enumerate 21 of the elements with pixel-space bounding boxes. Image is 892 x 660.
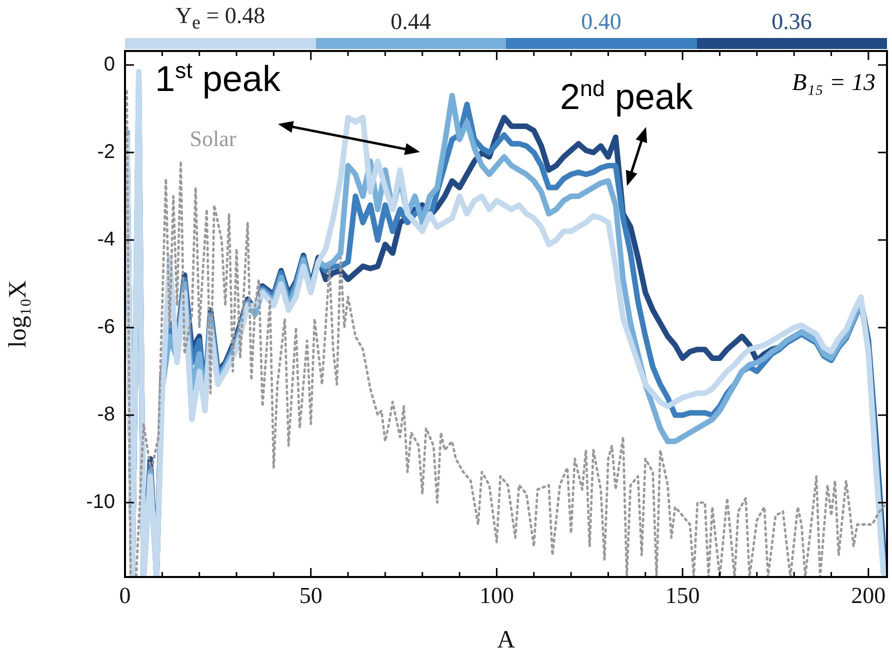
y-tick-label: -10 <box>86 491 115 514</box>
legend-entry: 0.44 <box>316 0 506 49</box>
annotation: 1$^{st}$ peak <box>155 58 280 99</box>
legend-entry: 0.40 <box>506 0 696 49</box>
x-tick-label: 150 <box>665 582 700 608</box>
x-tick-label: 200 <box>851 582 886 608</box>
annotation: B₁₅ = 13 <box>792 70 876 97</box>
legend-entry: 0.36 <box>696 0 887 49</box>
x-axis-title: A <box>496 626 516 654</box>
y-tick-label: -8 <box>97 404 115 426</box>
x-tick-label: 100 <box>479 582 514 608</box>
y-axis-title: log₁₀X <box>4 280 32 348</box>
annotation: 2$^{nd}$ peak <box>560 76 693 117</box>
series-label: Solar <box>190 126 237 152</box>
x-tick-label: 50 <box>299 582 322 608</box>
y-tick-label: -4 <box>97 228 115 251</box>
legend-entry: Y$_{e}$ = 0.48 <box>125 0 316 49</box>
y-tick-label: -2 <box>97 141 115 164</box>
y-tick-label: 0 <box>104 54 115 76</box>
x-tick-label: 0 <box>119 582 131 608</box>
y-tick-label: -6 <box>97 316 115 338</box>
